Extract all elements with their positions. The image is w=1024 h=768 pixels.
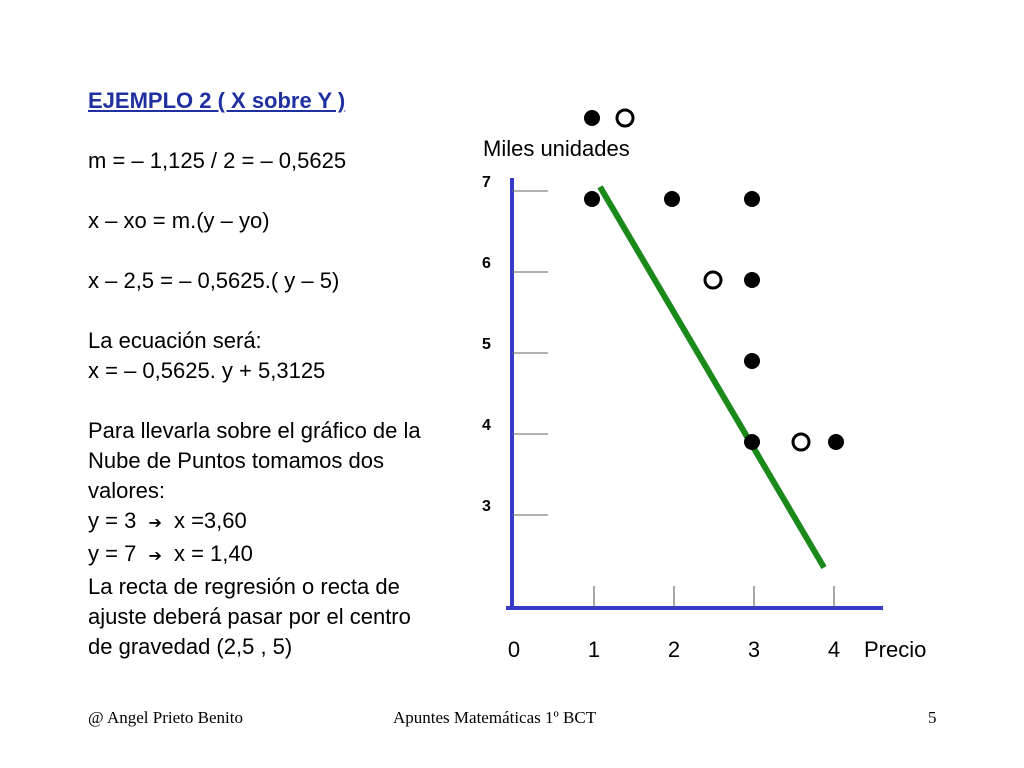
- value-row-1: y = 3 ➔ x =3,60: [88, 506, 488, 539]
- page-number: 5: [928, 708, 937, 727]
- arrow-right-icon: ➔: [148, 548, 162, 565]
- y-tick-label: 7: [482, 174, 491, 191]
- x-tick-label: 3: [748, 637, 760, 662]
- value-2-y: y = 7: [88, 541, 137, 566]
- y-tick-label: 5: [482, 336, 491, 353]
- value-1-x: x =3,60: [173, 508, 247, 533]
- paragraph-line-2: Nube de Puntos tomamos dos: [88, 448, 384, 473]
- regression-line: [597, 185, 827, 570]
- data-point: [828, 434, 844, 450]
- conclusion-line-1: La recta de regresión o recta de: [88, 574, 400, 599]
- data-point: [744, 353, 760, 369]
- equation-label: La ecuación será:: [88, 328, 262, 353]
- y-tick-label: 3: [482, 498, 491, 515]
- value-1-y: y = 3: [88, 508, 137, 533]
- y-tick-label: 6: [482, 255, 491, 272]
- data-point: [744, 434, 760, 450]
- data-point: [664, 191, 680, 207]
- conclusion-line-2: ajuste deberá pasar por el centro: [88, 604, 411, 629]
- value-row-2: y = 7 ➔ x = 1,40: [88, 539, 488, 572]
- footer-course: Apuntes Matemáticas 1º BCT: [393, 708, 597, 727]
- data-point: [584, 110, 600, 126]
- x-axis-label: Precio: [864, 637, 926, 662]
- line-point: [791, 432, 811, 452]
- conclusion-line-3: de gravedad (2,5 , 5): [88, 634, 293, 659]
- x-tick-label: 4: [828, 637, 840, 662]
- slope-formula: m = – 1,125 / 2 = – 0,5625: [88, 148, 347, 173]
- value-2-x: x = 1,40: [173, 541, 253, 566]
- point-slope-formula: x – xo = m.(y – yo): [88, 208, 270, 233]
- substituted-formula: x – 2,5 = – 0,5625.( y – 5): [88, 268, 340, 293]
- x-tick-label: 1: [588, 637, 600, 662]
- paragraph-line-3: valores:: [88, 478, 166, 503]
- data-point: [744, 191, 760, 207]
- x-tick-label: 2: [668, 637, 680, 662]
- footer-author: @ Angel Prieto Benito: [88, 708, 243, 727]
- y-axis-label: Miles unidades: [483, 136, 630, 161]
- y-tick-label: 4: [482, 417, 491, 434]
- data-point: [584, 191, 600, 207]
- example-title: EJEMPLO 2 ( X sobre Y ): [88, 88, 346, 113]
- regression-equation: x = – 0,5625. y + 5,3125: [88, 358, 326, 383]
- line-point: [615, 108, 635, 128]
- paragraph-line-1: Para llevarla sobre el gráfico de la: [88, 418, 421, 443]
- data-point: [744, 272, 760, 288]
- line-point: [703, 270, 723, 290]
- explanation-text: EJEMPLO 2 ( X sobre Y ) m = – 1,125 / 2 …: [88, 86, 488, 662]
- x-tick-label: 0: [508, 637, 520, 662]
- arrow-right-icon: ➔: [148, 515, 162, 532]
